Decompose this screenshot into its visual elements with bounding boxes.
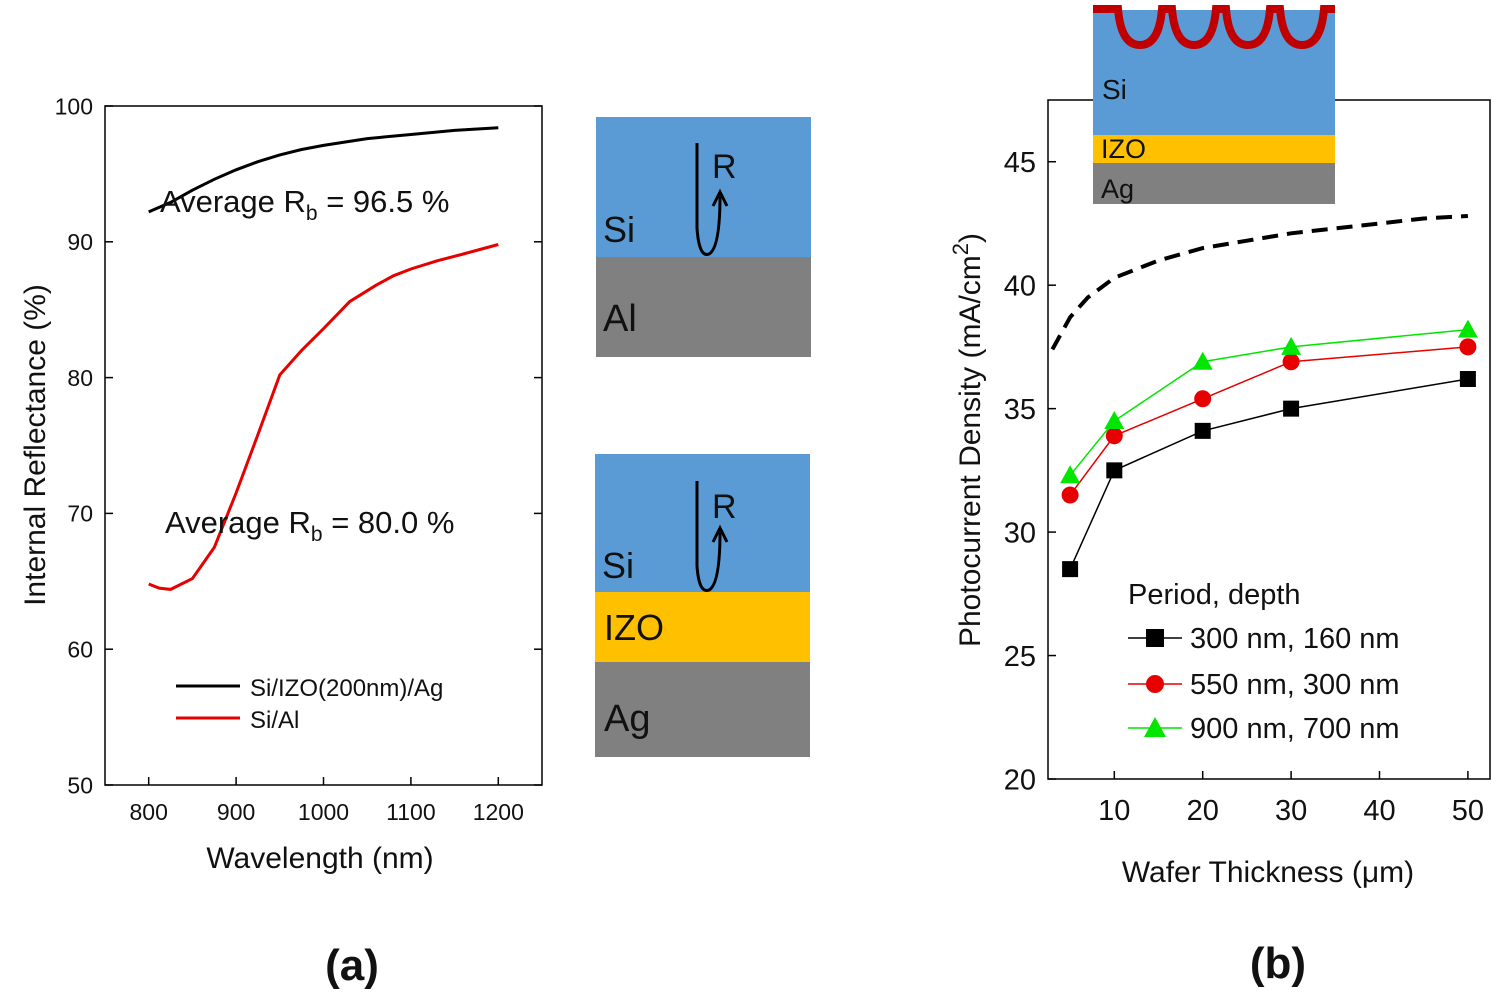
- x-tick-label: 40: [1363, 795, 1395, 827]
- legend-label-si-izo-ag: Si/IZO(200nm)/Ag: [250, 675, 443, 702]
- x-tick-label: 30: [1275, 795, 1307, 827]
- data-point-triangle: [1104, 410, 1125, 429]
- legend-marker-square-icon: [1146, 629, 1164, 647]
- y-tick-label: 45: [1004, 147, 1036, 179]
- limit-curve-dashed: [1050, 214, 1469, 351]
- data-point-triangle: [1060, 465, 1081, 484]
- data-point-circle: [1282, 353, 1300, 371]
- y-tick-label: 70: [67, 501, 93, 527]
- x-tick-label: 50: [1452, 795, 1484, 827]
- panel-b-inset: Si IZO Ag: [1093, 4, 1335, 204]
- panel-b: 10 20 30 40 50 20 25 30 35 40 45 Period, depth 300…: [948, 99, 1491, 988]
- data-point-square: [1106, 462, 1123, 479]
- series-line-si-al: [148, 243, 499, 591]
- y-tick-label: 90: [67, 229, 93, 255]
- stack-si-al-si-label: Si: [603, 209, 635, 250]
- stack-si-izo-ag-ag-label: Ag: [604, 698, 650, 740]
- series-line-si-izo-ag: [148, 126, 499, 214]
- reflection-arrowhead-icon: [711, 188, 729, 207]
- x-tick-label: 900: [217, 799, 255, 825]
- panel-a-series: [148, 126, 499, 591]
- panel-a: 800 900 1000 1100 1200 50 60 70 80 90 100 Average …: [19, 93, 543, 990]
- panel-a-ticks: 800 900 1000 1100 1200 50 60 70 80 90 100: [55, 93, 542, 825]
- data-point-square: [1194, 422, 1211, 439]
- y-tick-label: 60: [67, 636, 93, 662]
- legend-marker-circle-icon: [1146, 675, 1164, 693]
- y-tick-label: 80: [67, 365, 93, 391]
- data-point-triangle: [1457, 319, 1478, 338]
- x-tick-label: 20: [1187, 795, 1219, 827]
- x-tick-label: 800: [130, 799, 168, 825]
- inset-ag-layer: [1093, 163, 1335, 204]
- stack-si-al-al-layer: [596, 257, 811, 357]
- inset-izo-label: IZO: [1101, 134, 1146, 164]
- y-tick-label: 100: [55, 93, 93, 119]
- data-point-triangle: [1281, 336, 1302, 355]
- stack-si-izo-ag: Si IZO Ag R: [595, 454, 810, 757]
- panel-b-label: (b): [1250, 939, 1306, 988]
- reflection-arrowhead-icon: [711, 524, 729, 543]
- stack-si-izo-ag-si-layer: [595, 454, 810, 592]
- panel-a-annotation-top: Average Rb = 96.5 %: [160, 184, 449, 225]
- inset-texture-icon: [1093, 4, 1335, 50]
- stack-si-al-r-label: R: [712, 148, 737, 186]
- data-point-circle: [1105, 427, 1123, 445]
- panel-a-xlabel: Wavelength (nm): [206, 842, 433, 875]
- data-point-circle: [1194, 390, 1212, 408]
- y-tick-label: 35: [1004, 394, 1036, 426]
- panel-a-ylabel: Internal Reflectance (%): [19, 284, 52, 606]
- stack-si-al-si-layer: [596, 117, 811, 257]
- x-tick-label: 10: [1098, 795, 1130, 827]
- stack-si-izo-ag-si-label: Si: [602, 545, 634, 586]
- data-point-triangle: [1192, 351, 1213, 370]
- legend-marker-triangle-icon: [1144, 717, 1166, 737]
- panel-b-xlabel: Wafer Thickness (μm): [1122, 856, 1414, 889]
- y-tick-label: 20: [1004, 764, 1036, 796]
- data-point-circle: [1459, 338, 1477, 356]
- stack-si-izo-ag-r-label: R: [712, 488, 737, 526]
- legend-label-si-al: Si/Al: [250, 707, 299, 734]
- stack-si-al: Si Al R: [596, 117, 811, 357]
- y-tick-label: 25: [1004, 641, 1036, 673]
- series-line-2: [1069, 346, 1468, 496]
- data-point-square: [1062, 561, 1079, 578]
- panel-a-label: (a): [325, 941, 379, 990]
- stack-si-al-al-label: Al: [603, 298, 637, 340]
- data-point-circle: [1061, 486, 1079, 504]
- inset-si-label: Si: [1102, 74, 1127, 105]
- legend-label-550nm: 550 nm, 300 nm: [1190, 669, 1400, 701]
- y-tick-label: 30: [1004, 518, 1036, 550]
- panel-a-legend: Si/IZO(200nm)/Ag Si/Al: [176, 675, 443, 734]
- data-point-square: [1283, 400, 1300, 417]
- x-tick-label: 1200: [473, 799, 524, 825]
- legend-title: Period, depth: [1128, 579, 1301, 611]
- reflection-arrow-icon: [695, 143, 722, 256]
- stack-si-izo-ag-izo-layer: [595, 592, 810, 662]
- panel-a-annotation-bottom: Average Rb = 80.0 %: [165, 505, 454, 546]
- stack-si-izo-ag-ag-layer: [595, 662, 810, 757]
- x-tick-label: 1100: [386, 799, 435, 825]
- legend-label-300nm: 300 nm, 160 nm: [1190, 623, 1400, 655]
- series-line-1: [1069, 378, 1469, 570]
- y-tick-label: 50: [67, 772, 93, 798]
- panel-b-ylabel: Photocurrent Density (mA/cm2): [948, 233, 987, 647]
- inset-ag-label: Ag: [1101, 174, 1134, 204]
- panel-b-ticks: 10 20 30 40 50 20 25 30 35 40 45: [1004, 147, 1484, 827]
- legend-label-900nm: 900 nm, 700 nm: [1190, 713, 1400, 745]
- panel-b-series: [1050, 214, 1478, 578]
- stack-si-izo-ag-izo-label: IZO: [604, 607, 664, 648]
- reflection-arrow-icon: [695, 481, 722, 592]
- x-tick-label: 1000: [298, 799, 349, 825]
- inset-izo-layer: [1093, 135, 1335, 163]
- y-tick-label: 40: [1004, 271, 1036, 303]
- panel-b-legend: Period, depth 300 nm, 160 nm 550 nm, 300…: [1128, 579, 1400, 745]
- data-point-square: [1459, 371, 1476, 388]
